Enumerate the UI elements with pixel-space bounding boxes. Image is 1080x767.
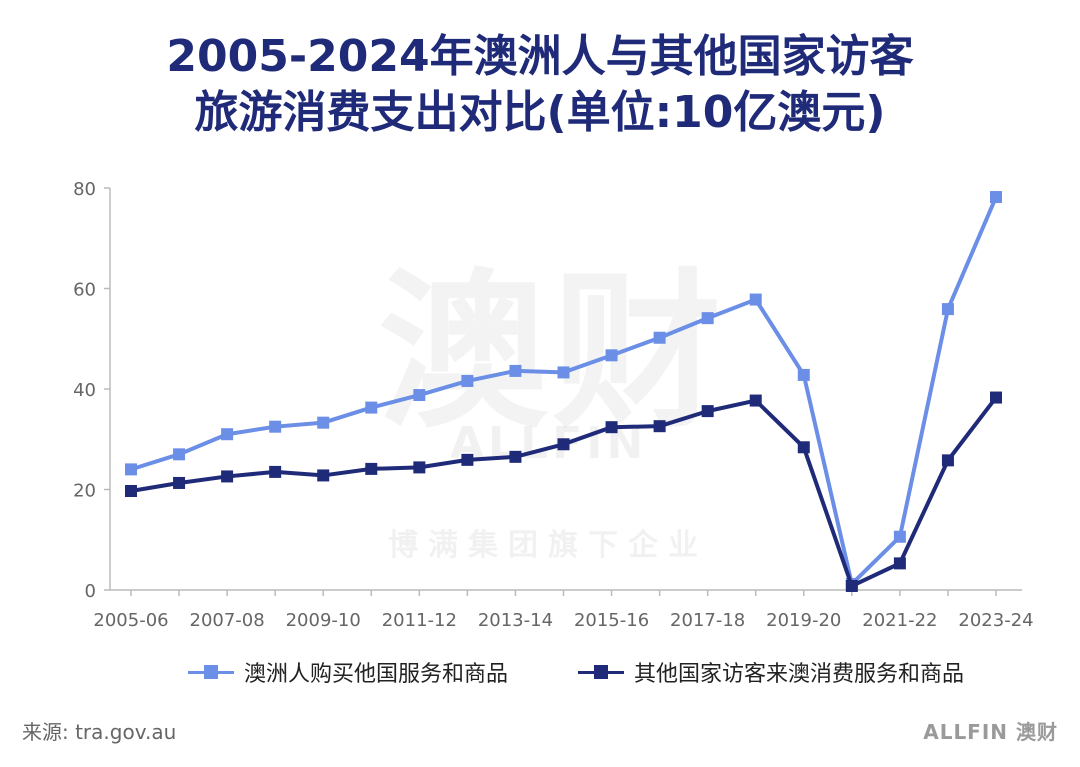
chart-title-line2: 旅游消费支出对比(单位:10亿澳元) — [194, 87, 886, 138]
data-point-1 — [557, 438, 570, 451]
data-point-1 — [797, 441, 810, 454]
data-point-0 — [509, 364, 522, 377]
data-point-1 — [893, 557, 906, 570]
data-point-1 — [365, 462, 378, 475]
data-point-1 — [845, 579, 858, 592]
data-point-0 — [221, 428, 234, 441]
data-point-0 — [317, 416, 330, 429]
x-tick-label: 2017-18 — [670, 610, 745, 631]
data-point-1 — [125, 485, 137, 498]
chart-series — [125, 191, 1002, 592]
x-tick-label: 2019-20 — [766, 610, 841, 631]
legend-label-australians: 澳洲人购买他国服务和商品 — [244, 662, 509, 687]
data-point-0 — [557, 366, 570, 379]
source-note: 来源: tra.gov.au — [22, 720, 177, 744]
chart-title-line1: 2005-2024年澳洲人与其他国家访客 — [166, 31, 914, 82]
legend-swatch-australians — [188, 665, 234, 679]
x-tick-label: 2005-06 — [93, 610, 168, 631]
data-point-1 — [605, 421, 618, 434]
data-point-1 — [413, 461, 426, 474]
data-point-1 — [221, 470, 234, 483]
data-point-0 — [365, 401, 378, 414]
data-point-1 — [990, 391, 1002, 404]
series-line-0 — [130, 196, 998, 586]
data-point-1 — [317, 469, 330, 482]
legend-label-visitors: 其他国家访客来澳消费服务和商品 — [634, 662, 965, 687]
data-point-0 — [941, 303, 954, 316]
data-point-1 — [701, 405, 714, 418]
y-tick-label: 20 — [73, 481, 96, 502]
data-point-0 — [749, 293, 762, 306]
data-point-0 — [413, 389, 426, 402]
x-tick-label: 2021-22 — [862, 610, 937, 631]
data-point-0 — [701, 312, 714, 325]
x-tick-label: 2011-12 — [382, 610, 457, 631]
data-point-0 — [653, 331, 666, 344]
watermark-logo: 澳财 — [378, 214, 726, 460]
data-point-0 — [269, 420, 282, 433]
legend-item-australians: 澳洲人购买他国服务和商品 — [188, 656, 508, 688]
x-tick-label: 2007-08 — [190, 610, 265, 631]
y-tick-label: 80 — [73, 179, 96, 200]
x-tick-label: 2015-16 — [574, 610, 649, 631]
data-point-1 — [173, 476, 186, 489]
series-line-1 — [130, 396, 998, 588]
data-point-0 — [125, 463, 137, 476]
y-tick-label: 60 — [73, 280, 96, 301]
data-point-0 — [461, 374, 474, 387]
data-point-0 — [893, 530, 906, 543]
data-point-1 — [941, 454, 954, 467]
chart-axes: 0 20 40 60 80 2005-06 2007-08 2009-10 2011-12 201… — [73, 179, 1034, 631]
data-point-1 — [749, 394, 762, 407]
x-tick-label: 2009-10 — [286, 610, 361, 631]
data-point-1 — [461, 453, 474, 466]
data-point-0 — [173, 448, 186, 461]
legend-swatch-visitors — [578, 665, 624, 679]
data-point-0 — [605, 349, 618, 362]
data-point-1 — [509, 450, 522, 463]
data-point-0 — [990, 191, 1002, 204]
legend-item-visitors: 其他国家访客来澳消费服务和商品 — [578, 656, 964, 688]
watermark-slogan: 博满集团旗下企业 — [388, 528, 708, 563]
x-tick-label: 2023-24 — [958, 610, 1033, 631]
y-tick-label: 0 — [85, 581, 96, 602]
x-tick-label: 2013-14 — [478, 610, 553, 631]
y-tick-label: 40 — [73, 380, 96, 401]
data-point-1 — [269, 465, 282, 478]
brand-logo: ALLFIN 澳财 — [923, 720, 1058, 744]
data-point-1 — [653, 420, 666, 433]
data-point-0 — [797, 368, 810, 381]
